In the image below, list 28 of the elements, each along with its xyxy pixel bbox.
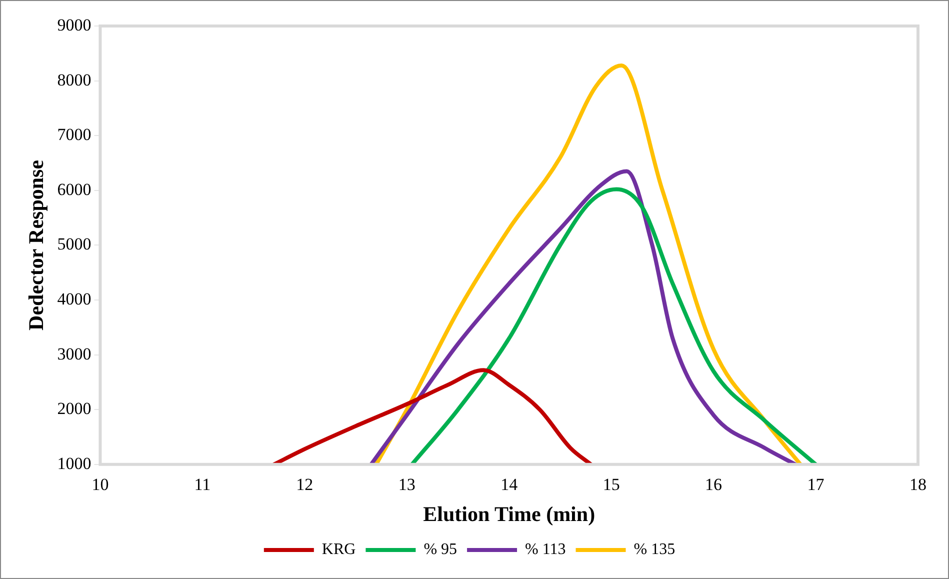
x-tick-label: 18 <box>910 475 926 494</box>
legend-label: KRG <box>322 541 356 558</box>
x-tick-label: 14 <box>500 475 518 494</box>
legend-label: % 95 <box>424 541 458 558</box>
x-tick-label: 16 <box>705 475 722 494</box>
y-tick-label: 4000 <box>57 289 92 308</box>
x-tick-label: 10 <box>92 475 109 494</box>
legend-label: % 113 <box>525 541 566 558</box>
line-series <box>374 63 802 464</box>
y-tick-label: 9000 <box>57 15 92 34</box>
y-tick-label: 8000 <box>57 70 92 90</box>
x-tick-label: 17 <box>807 475 825 494</box>
x-axis-title: Elution Time (min) <box>423 502 596 526</box>
y-tick-label: 5000 <box>57 234 92 254</box>
line-series <box>369 169 798 464</box>
x-tick-label: 12 <box>296 475 314 494</box>
y-tick-label: 7000 <box>57 125 92 144</box>
y-tick-label: 6000 <box>57 180 92 199</box>
x-tick-label: 13 <box>398 475 416 494</box>
legend-label: % 135 <box>634 541 676 558</box>
y-axis-title: Dedector Response <box>24 160 48 330</box>
line-series <box>272 368 593 464</box>
line-series <box>410 187 818 464</box>
x-tick-label: 15 <box>602 475 620 494</box>
y-tick-label: 3000 <box>57 344 92 364</box>
x-tick-label: 11 <box>194 475 211 494</box>
y-tick-label: 1000 <box>57 454 92 473</box>
y-tick-label: 2000 <box>57 399 92 418</box>
